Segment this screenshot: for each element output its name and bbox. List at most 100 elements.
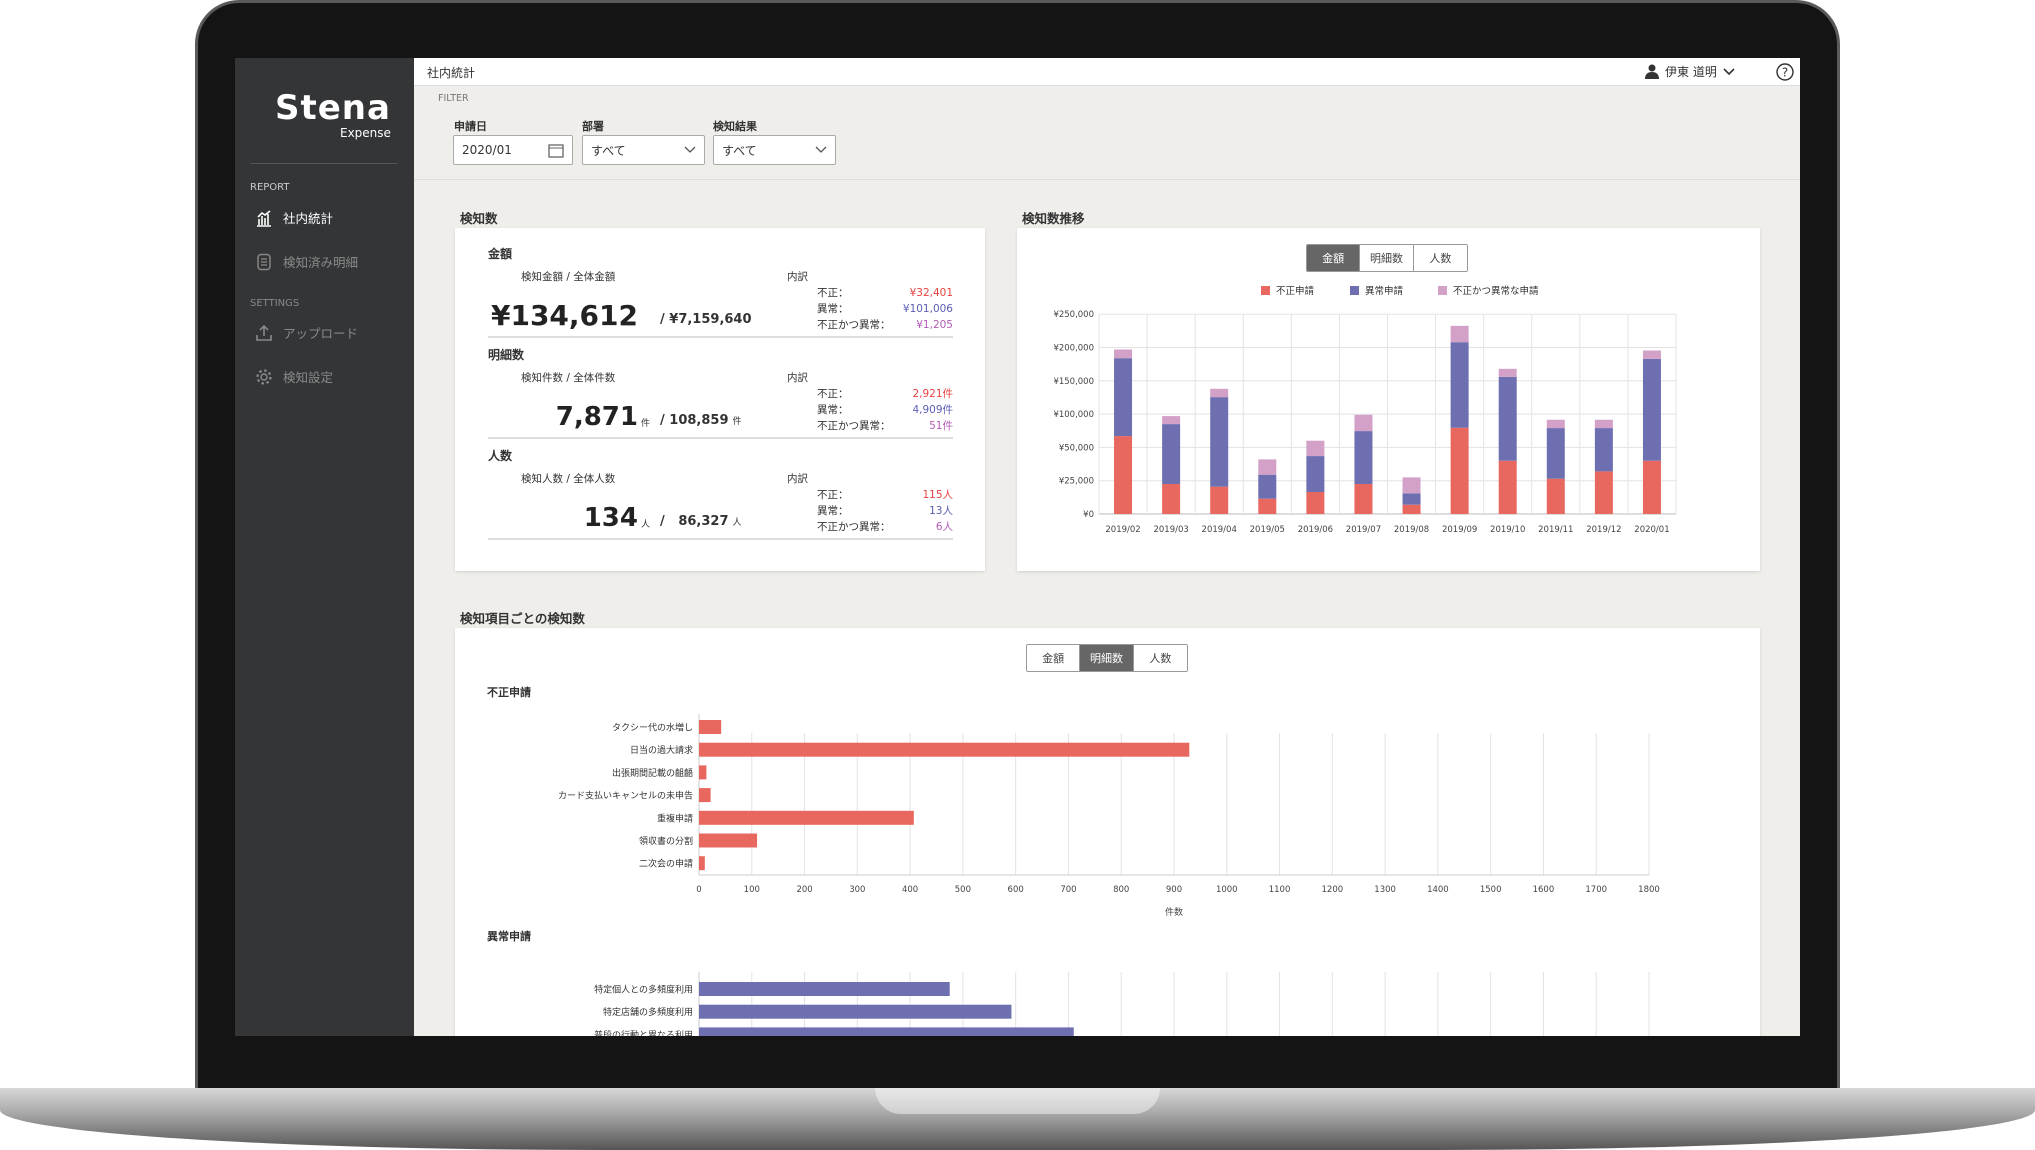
breakdown-both-value: 51件 [929,420,953,432]
y-tick-label: ¥0 [1083,510,1094,520]
x-tick-label: 0 [696,885,701,895]
bar-both [1162,416,1181,425]
sidebar-item-upload[interactable]: アップロード [255,323,358,342]
bar-both [1498,368,1517,377]
legend-swatch [1350,286,1359,295]
bar-fraud [699,856,705,871]
category-label: タクシー代の水増し [612,722,693,734]
laptop-notch [875,1088,1160,1114]
x-tick-label: 2019/08 [1394,525,1429,535]
document-icon [257,253,271,270]
legend-label: 不正申請 [1276,285,1315,297]
tab-items[interactable]: 明細数 [1360,245,1414,271]
x-tick-label: 2019/05 [1250,525,1285,535]
detected-value: 134 [583,503,638,533]
sidebar-item-detected-details[interactable]: 検知済み明細 [255,252,358,271]
breakdown-fraud-label: 不正： [817,388,849,400]
x-tick-label: 2019/11 [1538,525,1573,535]
breakdown-abn-label: 異常： [817,303,849,315]
total-value: / 86,327 [660,514,729,529]
dept-select[interactable]: すべて [582,135,705,165]
bar-fraud [1306,492,1325,514]
x-tick-label: 400 [902,885,918,895]
bar-abnormal [699,982,950,996]
x-tick-label: 1500 [1480,885,1502,895]
help-icon[interactable]: ? [1776,63,1794,81]
x-tick-label: 2019/12 [1586,525,1621,535]
breakdown-abn-label: 異常： [817,505,849,517]
bar-both [1354,414,1373,432]
x-tick-label: 200 [796,885,812,895]
summary-heading: 人数 [488,449,513,463]
result-select[interactable]: すべて [713,135,836,165]
detail-tabs: 金額 明細数 人数 [1026,644,1188,672]
x-tick-label: 2019/10 [1490,525,1525,535]
result-label: 検知結果 [713,120,757,133]
trend-chart: ¥0 ¥25,000 ¥50,000 ¥100,000 ¥150,000 ¥200,000… [1053,285,1677,535]
bar-fraud [1642,460,1661,514]
bar-abnormal [1546,428,1565,479]
divider [250,163,398,164]
x-tick-label: 2019/03 [1153,525,1188,535]
x-tick-label: 1800 [1638,885,1660,895]
breakdown-abn-value: ¥101,006 [902,303,953,315]
tab-people[interactable]: 人数 [1413,245,1467,271]
date-input[interactable]: 2020/01 [453,135,573,165]
summary-total-group: / 108,859 件 [660,413,742,429]
legend-swatch [1438,286,1447,295]
tab-people[interactable]: 人数 [1133,645,1187,671]
category-label: 特定個人との多頻度利用 [594,984,693,996]
x-tick-label: 500 [955,885,971,895]
category-label: 普段の行動と異なる利用 [594,1029,693,1036]
x-tick-label: 1700 [1585,885,1607,895]
unit: 人 [641,520,651,530]
breakdown-both-label: 不正かつ異常： [817,319,891,331]
x-tick-label: 100 [744,885,760,895]
tab-amount[interactable]: 金額 [1027,645,1081,671]
x-tick-label: 2019/04 [1202,525,1237,535]
tab-items[interactable]: 明細数 [1080,645,1134,671]
y-tick-label: ¥150,000 [1053,377,1094,387]
sidebar-item-stats[interactable]: 社内統計 [255,208,333,227]
x-tick-label: 1000 [1216,885,1238,895]
sidebar-item-label: 社内統計 [283,211,334,226]
bar-fraud [1258,498,1277,514]
calendar-icon[interactable] [548,143,564,158]
tab-amount[interactable]: 金額 [1307,245,1361,271]
logo-subtitle: Expense [340,126,391,140]
bar-both [1114,349,1133,359]
bar-fraud [699,765,707,780]
divider [488,538,953,540]
x-tick-label: 700 [1060,885,1076,895]
trend-title: 検知数推移 [1022,211,1085,226]
bar-abnormal [1210,397,1229,487]
category-label: 出張期間記載の齟齬 [612,767,693,779]
x-tick-label: 1200 [1322,885,1344,895]
bar-fraud [699,720,722,734]
breakdown-both-label: 不正かつ異常： [817,420,891,432]
bar-both [1642,350,1661,359]
sidebar-item-detection-settings[interactable]: 検知設定 [255,367,333,386]
upload-icon [256,324,272,341]
sidebar-item-label: 検知済み明細 [283,255,359,270]
bar-fraud [1498,460,1517,514]
y-tick-label: ¥50,000 [1059,443,1094,453]
sidebar: Stena Expense REPORT 社内統計 検知済み明細 SETTING… [235,58,414,1036]
breakdown-fraud-value: 2,921件 [912,388,953,400]
x-tick-label: 2019/02 [1105,525,1140,535]
dept-value: すべて [591,143,626,158]
user-menu[interactable]: 伊東 道明 [1645,63,1735,80]
divider [488,437,953,439]
chevron-down-icon [1723,67,1735,75]
bar-abnormal [699,1027,1074,1036]
chart-title-fraud: 不正申請 [487,685,531,699]
category-label: カード支払いキャンセルの未申告 [558,790,693,802]
summary-total-group: / ¥7,159,640 [660,312,756,328]
detail-title: 検知項目ごとの検知数 [460,611,585,626]
summary-title: 検知数 [460,211,498,226]
chevron-down-icon [684,146,696,153]
breakdown-fraud-value: ¥32,401 [909,287,953,299]
category-label: 二次会の申請 [639,858,693,870]
x-tick-label: 1400 [1427,885,1449,895]
chevron-down-icon [815,146,827,153]
